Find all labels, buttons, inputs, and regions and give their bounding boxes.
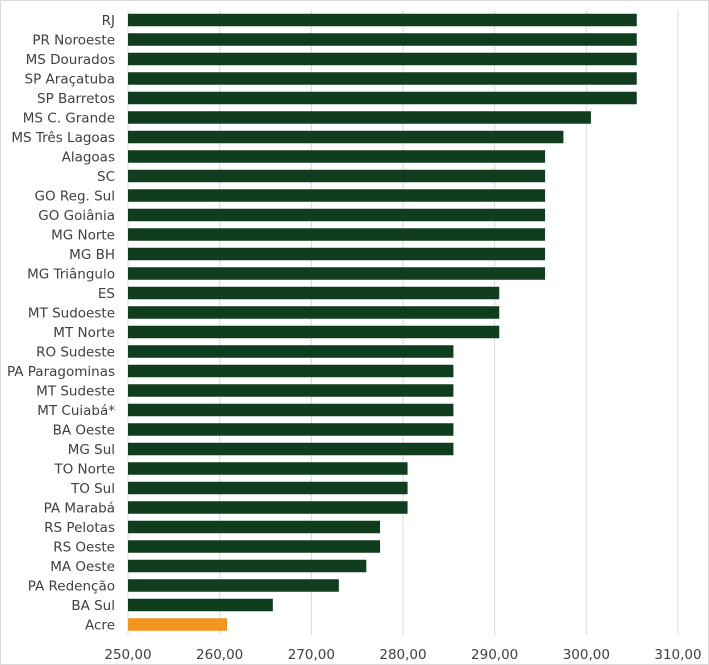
category-label: MG Triângulo xyxy=(27,267,115,283)
category-label: MG Sul xyxy=(68,442,115,458)
x-tick-label: 280,00 xyxy=(379,647,426,663)
category-label: Acre xyxy=(85,618,115,634)
category-label: GO Goiânia xyxy=(38,208,115,224)
bar xyxy=(128,130,564,144)
bar xyxy=(128,345,454,358)
category-label: GO Reg. Sul xyxy=(35,189,116,205)
category-label: TO Norte xyxy=(53,462,115,478)
category-label: MT Sudoeste xyxy=(28,306,115,322)
bar xyxy=(128,247,546,261)
bar xyxy=(128,579,339,592)
category-label: MS C. Grande xyxy=(23,111,115,127)
category-label: SP Barretos xyxy=(37,91,115,107)
bar xyxy=(128,364,454,378)
bar xyxy=(128,442,454,456)
category-label: SP Araçatuba xyxy=(25,72,115,88)
category-label: MA Oeste xyxy=(50,559,115,575)
category-label: PR Noroeste xyxy=(32,33,115,49)
bar xyxy=(128,598,273,612)
category-label: Alagoas xyxy=(62,150,115,166)
category-label: MG BH xyxy=(69,247,115,263)
bar xyxy=(128,33,637,46)
category-label: PA Redenção xyxy=(28,579,115,595)
bar xyxy=(128,501,408,514)
bar xyxy=(128,267,546,280)
bar xyxy=(128,540,381,553)
bar xyxy=(128,208,546,222)
bar xyxy=(128,150,546,163)
category-label: MS Dourados xyxy=(26,52,115,68)
x-tick-label: 250,00 xyxy=(104,647,151,663)
bar xyxy=(128,228,546,241)
bar xyxy=(128,306,500,319)
x-tick-label: 260,00 xyxy=(196,647,243,663)
bars xyxy=(128,13,637,631)
bar xyxy=(128,13,637,27)
category-label: MS Três Lagoas xyxy=(11,130,115,146)
bar xyxy=(128,286,500,300)
x-tick-label: 270,00 xyxy=(288,647,335,663)
bar xyxy=(128,169,546,183)
bar xyxy=(128,481,408,495)
bar xyxy=(128,618,227,631)
bar xyxy=(128,403,454,417)
category-label: MT Norte xyxy=(53,325,115,341)
x-tick-label: 300,00 xyxy=(563,647,610,663)
category-label: RS Oeste xyxy=(53,540,115,556)
bar xyxy=(128,520,381,534)
x-tick-labels: 250,00 260,00 270,00 280,00 290,00 300,00 310,… xyxy=(104,647,701,663)
category-label: RO Sudeste xyxy=(36,345,115,361)
bar xyxy=(128,325,500,339)
category-label: PA Paragominas xyxy=(7,364,115,380)
category-label: ES xyxy=(98,286,115,302)
bar xyxy=(128,111,591,124)
category-label: SC xyxy=(97,169,115,185)
category-label: MT Cuiabá* xyxy=(37,403,115,419)
category-label: MG Norte xyxy=(51,228,115,244)
category-label: MT Sudeste xyxy=(36,384,115,400)
bar xyxy=(128,189,546,202)
category-label: BA Sul xyxy=(71,598,115,614)
x-tick-label: 290,00 xyxy=(471,647,518,663)
bar xyxy=(128,384,454,397)
category-label: PA Marabá xyxy=(44,501,115,517)
bar xyxy=(128,559,367,573)
bar xyxy=(128,462,408,475)
bar xyxy=(128,52,637,66)
category-label: RS Pelotas xyxy=(44,520,115,536)
category-label: RJ xyxy=(102,13,115,29)
x-tick-label: 310,00 xyxy=(654,647,701,663)
bar xyxy=(128,72,637,85)
bar xyxy=(128,423,454,436)
bar xyxy=(128,91,637,105)
category-label: TO Sul xyxy=(70,481,115,497)
category-labels: RJ PR Noroeste MS Dourados SP Araçatuba SP B… xyxy=(7,13,115,634)
category-label: BA Oeste xyxy=(53,423,115,439)
